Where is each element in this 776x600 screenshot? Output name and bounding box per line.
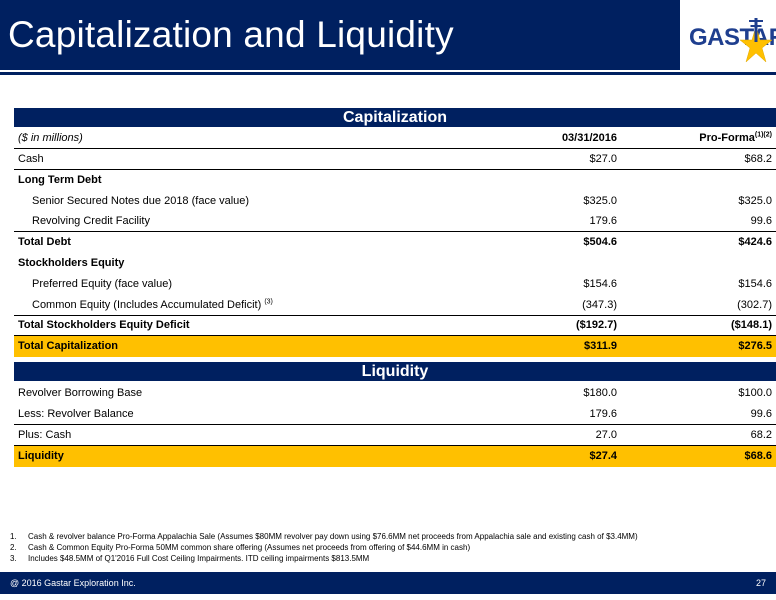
table-row-total-capitalization: Total Capitalization $311.9 $276.5 <box>14 336 776 357</box>
table-row-revolving-credit: Revolving Credit Facility 179.6 99.6 <box>14 211 776 232</box>
table-row-revolver-balance: Less: Revolver Balance 179.6 99.6 <box>14 404 776 425</box>
table-row-preferred-equity: Preferred Equity (face value) $154.6 $15… <box>32 278 772 290</box>
col1-header: 03/31/2016 <box>561 132 617 144</box>
title-bar: Capitalization and Liquidity <box>0 0 680 70</box>
table-row-long-term-debt: Long Term Debt <box>18 174 102 186</box>
col2-header: Pro-Forma(1)(2) <box>699 131 772 144</box>
capitalization-header-row: ($ in millions) 03/31/2016 Pro-Forma(1)(… <box>14 128 776 149</box>
table-row-plus-cash: Plus: Cash 27.0 68.2 <box>14 425 776 446</box>
copyright-text: @ 2016 Gastar Exploration Inc. <box>10 578 136 588</box>
table-row-liquidity: Liquidity $27.4 $68.6 <box>14 446 776 467</box>
table-row-total-debt: Total Debt $504.6 $424.6 <box>18 236 772 248</box>
table-row-senior-notes: Senior Secured Notes due 2018 (face valu… <box>32 195 772 207</box>
slide-footer: @ 2016 Gastar Exploration Inc. 27 <box>0 572 776 594</box>
capitalization-section-title: Capitalization <box>14 108 776 127</box>
header-rule <box>0 72 776 75</box>
units-label: ($ in millions) <box>18 132 83 144</box>
gastar-logo: GASTAR <box>686 16 776 72</box>
table-row-stockholders-equity: Stockholders Equity <box>18 257 125 269</box>
table-row-revolver-borrowing-base: Revolver Borrowing Base $180.0 $100.0 <box>18 387 772 399</box>
table-row-cash: Cash $27.0 $68.2 <box>14 149 776 170</box>
table-row-total-stockholders-deficit: Total Stockholders Equity Deficit ($192.… <box>14 315 776 336</box>
table-row-common-equity: Common Equity (Includes Accumulated Defi… <box>14 295 776 316</box>
liquidity-section-title: Liquidity <box>14 362 776 381</box>
star-icon <box>739 18 773 63</box>
slide-header: Capitalization and Liquidity GASTAR <box>0 0 776 76</box>
page-title: Capitalization and Liquidity <box>8 14 454 55</box>
page-number: 27 <box>755 578 766 588</box>
